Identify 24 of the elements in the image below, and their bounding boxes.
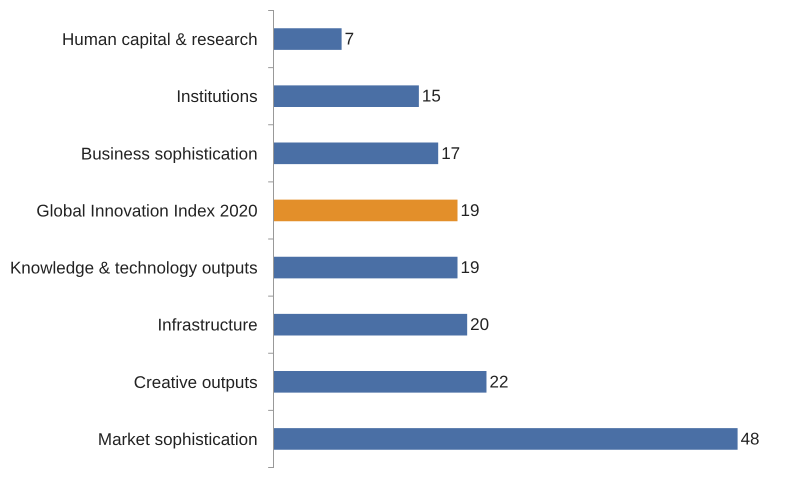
bar xyxy=(274,200,458,222)
bar xyxy=(274,256,458,278)
y-tick-label: Human capital & research xyxy=(62,30,258,50)
y-tick-label: Institutions xyxy=(176,87,258,106)
data-label: 20 xyxy=(470,315,490,334)
data-label: 22 xyxy=(489,372,508,392)
y-tick-label: Market sophistication xyxy=(98,430,258,449)
bar xyxy=(274,28,342,50)
bar xyxy=(274,428,738,450)
bar xyxy=(274,370,486,393)
data-label: 15 xyxy=(422,86,441,106)
y-tick-label: Infrastructure xyxy=(157,316,258,335)
bar xyxy=(274,142,438,164)
bar xyxy=(274,85,419,108)
bar xyxy=(274,314,468,336)
data-label: 19 xyxy=(460,200,480,220)
y-tick-label: Creative outputs xyxy=(134,372,258,392)
y-tick-label: Knowledge & technology outputs xyxy=(10,258,258,278)
data-label: 7 xyxy=(344,30,354,49)
data-label: 17 xyxy=(441,144,460,163)
data-label: 19 xyxy=(460,258,480,278)
y-tick-label: Business sophistication xyxy=(80,144,258,164)
data-label: 48 xyxy=(740,429,760,448)
y-tick-label: Global Innovation Index 2020 xyxy=(36,201,258,220)
